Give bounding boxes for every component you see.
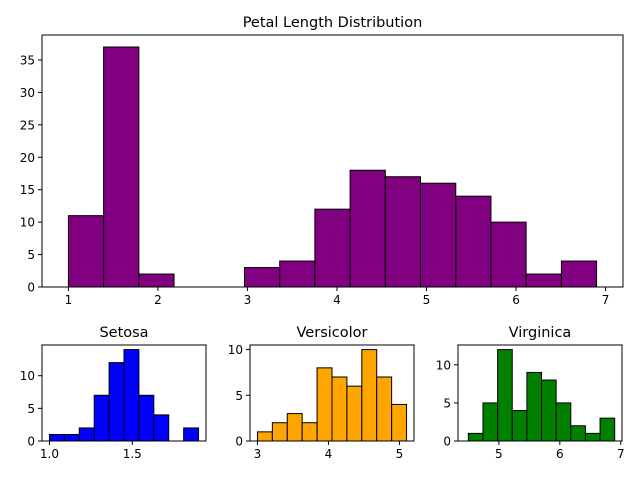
y-tick-label: 0 — [27, 281, 35, 295]
y-tick-label: 5 — [27, 248, 35, 262]
histogram-bar — [93, 394, 110, 442]
y-tick-label: 25 — [20, 118, 35, 132]
histogram-bar — [316, 367, 333, 442]
histogram-bar — [525, 273, 562, 288]
histogram-bar — [482, 402, 499, 442]
histogram-bar — [271, 422, 288, 442]
chart-title: Virginica — [509, 325, 572, 341]
y-tick-label: 15 — [20, 183, 35, 197]
y-tick-label: 10 — [20, 369, 35, 383]
x-tick-label: 6 — [512, 293, 520, 307]
histogram-bar — [467, 432, 484, 442]
chart-title: Setosa — [99, 325, 148, 341]
chart-title: Petal Length Distribution — [243, 15, 423, 31]
subplot-setosa: 1.0 1.5 0 5 10 Setosa — [20, 325, 207, 461]
subplot-virginica: 5 6 7 0 5 10 Virginica — [436, 325, 625, 461]
x-tick-label: 5 — [423, 293, 431, 307]
axes-frame — [41, 34, 624, 288]
axes-frame — [457, 344, 623, 442]
y-tick-label: 0 — [27, 435, 35, 449]
y-tick-label: 35 — [20, 53, 35, 67]
y-tick-label: 20 — [20, 151, 35, 165]
y-tick-label: 5 — [235, 389, 243, 403]
histogram-bar — [314, 208, 351, 288]
subplot-overall: 1 2 3 4 5 6 7 0 5 10 15 20 25 30 35 Petal Length Distri… — [20, 15, 624, 307]
histogram-bar — [420, 182, 457, 288]
chart-title: Versicolor — [297, 325, 368, 341]
histogram-bar — [490, 221, 527, 288]
histogram-bar — [138, 273, 175, 288]
histogram-bar — [279, 260, 316, 288]
histogram-bar — [153, 414, 170, 442]
histogram-bar — [243, 267, 281, 288]
y-tick-label: 30 — [20, 86, 35, 100]
y-tick-label: 10 — [436, 358, 451, 372]
x-tick-label: 4 — [325, 447, 333, 461]
x-tick-label: 7 — [602, 293, 610, 307]
histogram-bar — [67, 215, 105, 288]
histogram-bar — [123, 349, 140, 442]
histogram-bar — [511, 410, 528, 442]
histogram-bar — [526, 371, 543, 442]
y-tick-label: 5 — [443, 396, 451, 410]
histogram-bar — [455, 195, 492, 288]
x-tick-label: 5 — [396, 447, 404, 461]
histogram-bar — [599, 417, 616, 442]
histogram-bar — [560, 260, 598, 288]
x-tick-label: 7 — [617, 447, 625, 461]
x-tick-label: 2 — [154, 293, 162, 307]
histogram-bar — [78, 427, 95, 442]
histogram-bar — [138, 394, 155, 442]
histogram-bar — [376, 376, 393, 442]
x-tick-label: 1.5 — [123, 447, 142, 461]
histogram-bar — [497, 349, 513, 442]
histogram-bar — [570, 425, 586, 442]
histogram-bar — [361, 349, 378, 442]
histogram-bar — [555, 402, 572, 442]
y-tick-label: 10 — [20, 216, 35, 230]
histogram-bar — [108, 362, 125, 442]
x-tick-label: 6 — [556, 447, 564, 461]
y-tick-label: 0 — [235, 435, 243, 449]
subplot-versicolor: 3 4 5 0 5 10 Versicolor — [228, 325, 415, 461]
histogram-bar — [301, 422, 318, 442]
histogram-bar — [183, 427, 200, 442]
x-tick-label: 1.0 — [40, 447, 59, 461]
y-tick-label: 5 — [27, 402, 35, 416]
x-tick-label: 5 — [495, 447, 503, 461]
histogram-bar — [286, 413, 303, 442]
histogram-bar — [349, 169, 386, 288]
y-tick-label: 0 — [443, 435, 451, 449]
histogram-bar — [48, 433, 65, 442]
histogram-bar — [63, 433, 80, 442]
x-tick-label: 4 — [333, 293, 341, 307]
axes-frame — [249, 344, 415, 442]
x-tick-label: 3 — [254, 447, 262, 461]
y-tick-label: 10 — [228, 343, 243, 357]
x-tick-label: 3 — [244, 293, 252, 307]
x-tick-label: 1 — [65, 293, 73, 307]
histogram-bar — [541, 379, 557, 442]
histogram-bar — [384, 176, 422, 288]
histogram-bar — [391, 403, 408, 442]
histogram-bar — [346, 385, 363, 442]
histogram-bar — [331, 376, 348, 442]
histogram-bar — [103, 46, 140, 288]
histogram-bar — [256, 431, 273, 442]
histogram-bar — [584, 432, 601, 442]
axes-frame — [41, 344, 207, 442]
